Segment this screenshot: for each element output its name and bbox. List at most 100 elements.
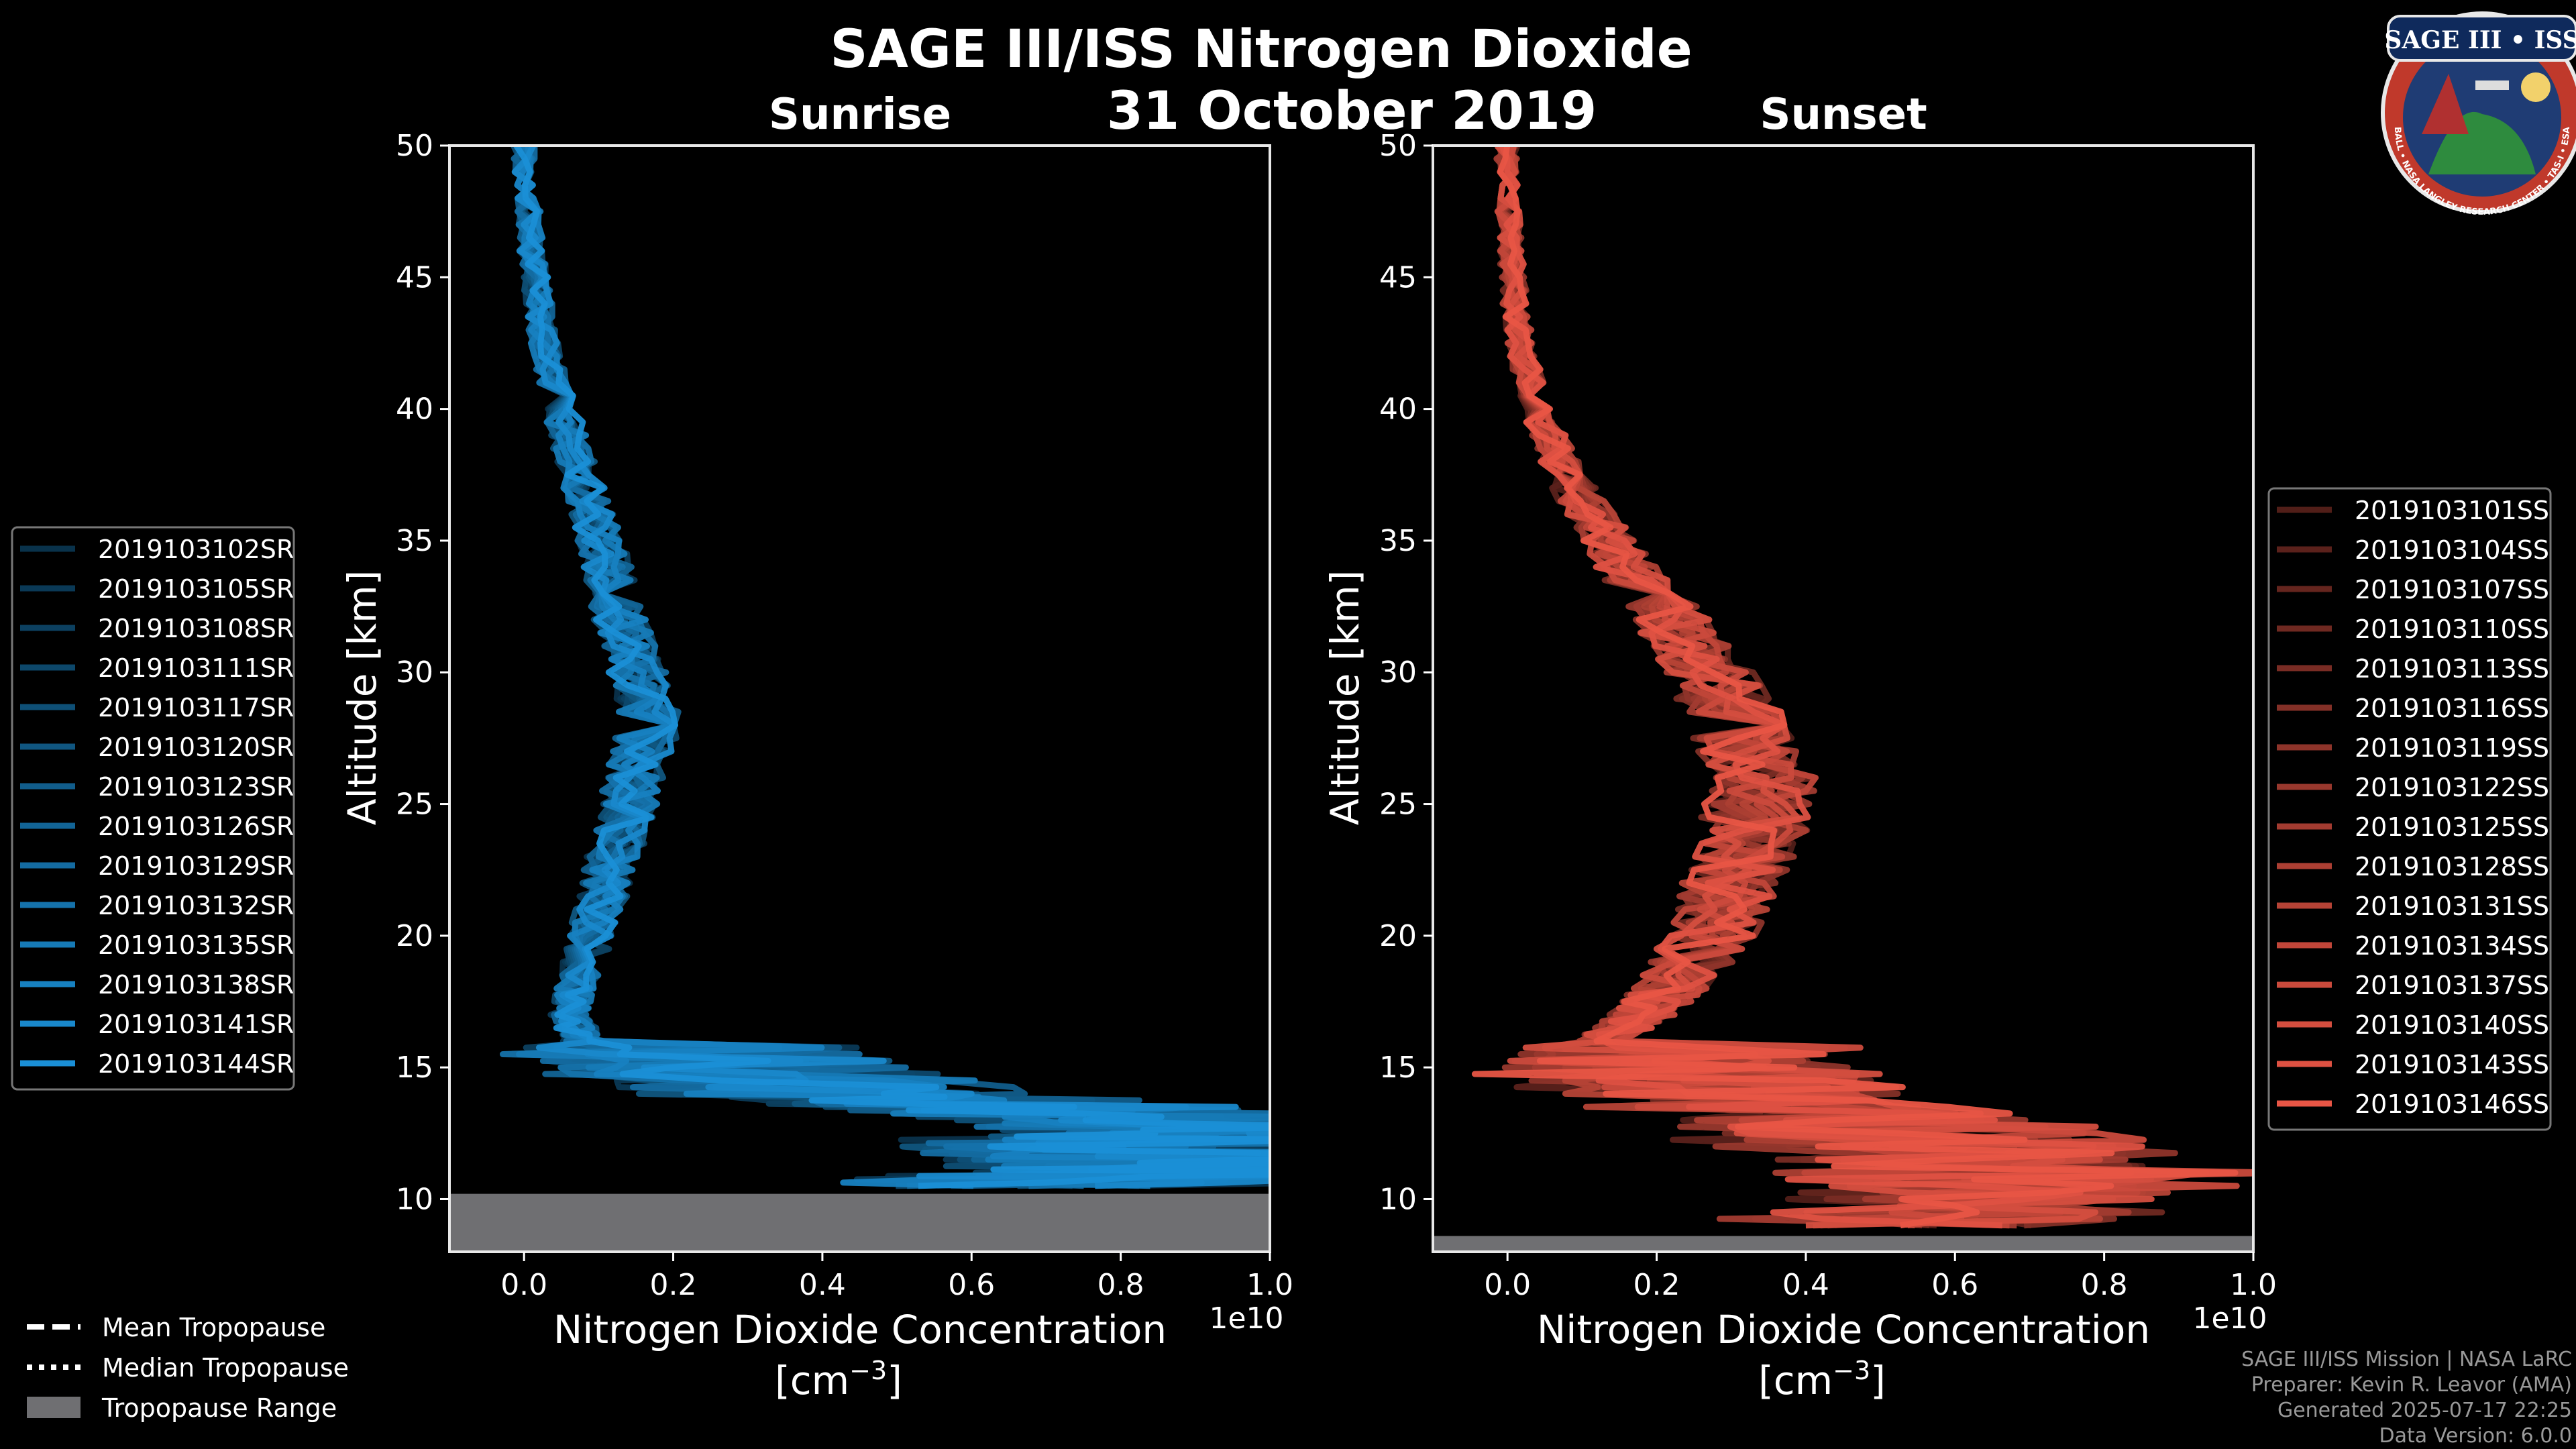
sunset-x-tick-label: 0.0 bbox=[1484, 1268, 1531, 1302]
sunrise-legend-label-2019103108SR: 2019103108SR bbox=[98, 614, 294, 643]
sunrise-plot-frame bbox=[448, 144, 1271, 1253]
sunset-y-tick-label: 30 bbox=[1379, 655, 1417, 690]
credits: SAGE III/ISS Mission | NASA LaRC Prepare… bbox=[2241, 1348, 2572, 1448]
sunset-legend-label-2019103104SS: 2019103104SS bbox=[2355, 535, 2549, 565]
sunrise-legend: 2019103102SR 2019103105SR 2019103108SR 2019… bbox=[11, 526, 295, 1091]
sunrise-legend-label-2019103144SR: 2019103144SR bbox=[98, 1049, 294, 1079]
sunset-legend-label-2019103116SS: 2019103116SS bbox=[2355, 694, 2549, 723]
sunset-y-tick-label: 40 bbox=[1379, 392, 1417, 427]
sunset-legend-label-2019103146SS: 2019103146SS bbox=[2355, 1089, 2549, 1119]
sunset-tropopause-band bbox=[1433, 1236, 2253, 1252]
tropopause-range-swatch bbox=[27, 1397, 80, 1418]
figure-title: SAGE III/ISS Nitrogen Dioxide bbox=[830, 19, 1692, 80]
sunset-y-tick-label: 15 bbox=[1379, 1051, 1417, 1085]
sunset-y-tick-label: 20 bbox=[1379, 919, 1417, 953]
sunrise-profile-line-2019103144SR bbox=[513, 146, 1270, 1189]
credit-preparer: Preparer: Kevin R. Leavor (AMA) bbox=[2251, 1373, 2572, 1397]
logo-sun-icon bbox=[2521, 72, 2551, 102]
sunrise-y-tick-label: 50 bbox=[396, 129, 433, 163]
sunrise-y-tick-label: 25 bbox=[396, 788, 433, 822]
sunset-legend-label-2019103140SS: 2019103140SS bbox=[2355, 1010, 2549, 1040]
sunset-y-tick-label: 25 bbox=[1379, 788, 1417, 822]
sunset-y-tick-label: 50 bbox=[1379, 129, 1417, 163]
sunset-x-tick-label: 1.0 bbox=[2230, 1268, 2277, 1302]
sunrise-legend-label-2019103123SR: 2019103123SR bbox=[98, 772, 294, 802]
sunset-y-tick-label: 10 bbox=[1379, 1182, 1417, 1216]
sunrise-legend-label-2019103141SR: 2019103141SR bbox=[98, 1010, 294, 1039]
sunrise-legend-label-2019103111SR: 2019103111SR bbox=[98, 653, 294, 683]
sunset-legend-label-2019103122SS: 2019103122SS bbox=[2355, 773, 2549, 802]
sunset-x-axis-unit: [cm−3] bbox=[1758, 1356, 1886, 1403]
sunset-y-tick-label: 45 bbox=[1379, 260, 1417, 294]
sunrise-x-axis-label: Nitrogen Dioxide Concentration bbox=[553, 1307, 1167, 1352]
sunrise-y-tick-label: 45 bbox=[396, 260, 433, 294]
sunrise-legend-label-2019103126SR: 2019103126SR bbox=[98, 812, 294, 841]
sunrise-legend-label-2019103138SR: 2019103138SR bbox=[98, 970, 294, 1000]
sunrise-x-tick-label: 0.0 bbox=[500, 1268, 547, 1302]
sunset-x-tick-label: 0.4 bbox=[1782, 1268, 1829, 1302]
sunset-x-tick-label: 0.8 bbox=[2081, 1268, 2128, 1302]
credit-mission: SAGE III/ISS Mission | NASA LaRC bbox=[2241, 1348, 2572, 1371]
credit-generated: Generated 2025-07-17 22:25 bbox=[2277, 1399, 2572, 1422]
logo-banner bbox=[2387, 15, 2576, 62]
sunrise-y-tick-label: 15 bbox=[396, 1051, 433, 1085]
figure-date: 31 October 2019 bbox=[1107, 81, 1597, 142]
sunrise-y-tick-label: 40 bbox=[396, 392, 433, 427]
sunset-x-tick-label: 0.6 bbox=[1931, 1268, 1978, 1302]
sunset-legend-label-2019103143SS: 2019103143SS bbox=[2355, 1050, 2549, 1079]
mean-tropopause-label: Mean Tropopause bbox=[102, 1313, 325, 1342]
sunset-legend-label-2019103101SS: 2019103101SS bbox=[2355, 496, 2549, 525]
sunrise-legend-label-2019103102SR: 2019103102SR bbox=[98, 535, 294, 564]
sunrise-legend-frame bbox=[11, 526, 295, 1091]
sunrise-subtitle: Sunrise bbox=[769, 90, 951, 140]
tropopause-legend: Mean Tropopause Median Tropopause Tropop… bbox=[27, 1313, 349, 1423]
logo-figure-icon bbox=[2422, 74, 2469, 134]
sunset-y-axis-label: Altitude [km] bbox=[1322, 570, 1368, 825]
sunset-legend-frame bbox=[2267, 487, 2552, 1131]
sunrise-legend-label-2019103105SR: 2019103105SR bbox=[98, 574, 294, 604]
sunset-profile-line-2019103146SS bbox=[1471, 146, 2239, 1229]
sunrise-legend-label-2019103120SR: 2019103120SR bbox=[98, 733, 294, 762]
sunset-y-tick-label: 35 bbox=[1379, 524, 1417, 558]
sunset-legend-label-2019103113SS: 2019103113SS bbox=[2355, 654, 2549, 684]
sunset-x-scale-label: 1e10 bbox=[2192, 1301, 2267, 1336]
sunrise-legend-label-2019103135SR: 2019103135SR bbox=[98, 930, 294, 960]
sunset-x-axis-label: Nitrogen Dioxide Concentration bbox=[1537, 1307, 2150, 1352]
sunset-legend-label-2019103128SS: 2019103128SS bbox=[2355, 852, 2549, 881]
sunrise-legend-label-2019103117SR: 2019103117SR bbox=[98, 693, 294, 722]
sunrise-panel: 0.0 0.2 0.4 0.6 0.8 1.0 10 15 20 25 30 35 40 45 50 bbox=[396, 129, 1293, 1302]
sunset-legend-label-2019103125SS: 2019103125SS bbox=[2355, 812, 2549, 842]
sunset-legend-label-2019103110SS: 2019103110SS bbox=[2355, 614, 2549, 644]
sunrise-x-tick-label: 0.2 bbox=[650, 1268, 697, 1302]
sunset-subtitle: Sunset bbox=[1760, 90, 1927, 140]
credit-version: Data Version: 6.0.0 bbox=[2379, 1424, 2572, 1448]
sunrise-y-tick-label: 35 bbox=[396, 524, 433, 558]
sunset-legend-label-2019103119SS: 2019103119SS bbox=[2355, 733, 2549, 763]
sunrise-x-axis-unit: [cm−3] bbox=[775, 1356, 902, 1403]
sunset-legend-label-2019103137SS: 2019103137SS bbox=[2355, 971, 2549, 1000]
sunset-x-tick-label: 0.2 bbox=[1633, 1268, 1680, 1302]
sunset-legend-label-2019103134SS: 2019103134SS bbox=[2355, 931, 2549, 961]
sunset-panel: 0.0 0.2 0.4 0.6 0.8 1.0 10 15 20 25 30 35 40 45 50 bbox=[1379, 129, 2277, 1302]
sunrise-y-tick-label: 10 bbox=[396, 1182, 433, 1216]
sunrise-x-tick-label: 0.6 bbox=[948, 1268, 995, 1302]
sunrise-x-tick-label: 1.0 bbox=[1246, 1268, 1293, 1302]
sunrise-x-tick-label: 0.8 bbox=[1097, 1268, 1144, 1302]
sunrise-x-tick-label: 0.4 bbox=[799, 1268, 846, 1302]
logo-text: SAGE III • ISS bbox=[2384, 26, 2576, 54]
sunrise-y-tick-label: 30 bbox=[396, 655, 433, 690]
sunset-plot-frame bbox=[1432, 144, 2255, 1253]
sunrise-tropopause-band bbox=[449, 1193, 1270, 1252]
sunset-legend-label-2019103107SS: 2019103107SS bbox=[2355, 575, 2549, 604]
mission-logo: SAGE III • ISS BALL • NASA LANGLEY RESEA… bbox=[2381, 11, 2576, 217]
sunrise-profile-line-2019103132SR bbox=[500, 146, 1270, 1189]
logo-station-icon bbox=[2475, 80, 2509, 90]
sunset-legend: 2019103101SS 2019103104SS 2019103107SS 2019… bbox=[2267, 487, 2552, 1131]
sunrise-legend-label-2019103132SR: 2019103132SR bbox=[98, 891, 294, 920]
tropopause-range-label: Tropopause Range bbox=[101, 1393, 337, 1423]
sunrise-y-axis-label: Altitude [km] bbox=[339, 570, 385, 825]
sunset-legend-label-2019103131SS: 2019103131SS bbox=[2355, 892, 2549, 921]
sunrise-legend-label-2019103129SR: 2019103129SR bbox=[98, 851, 294, 881]
median-tropopause-label: Median Tropopause bbox=[102, 1353, 349, 1383]
